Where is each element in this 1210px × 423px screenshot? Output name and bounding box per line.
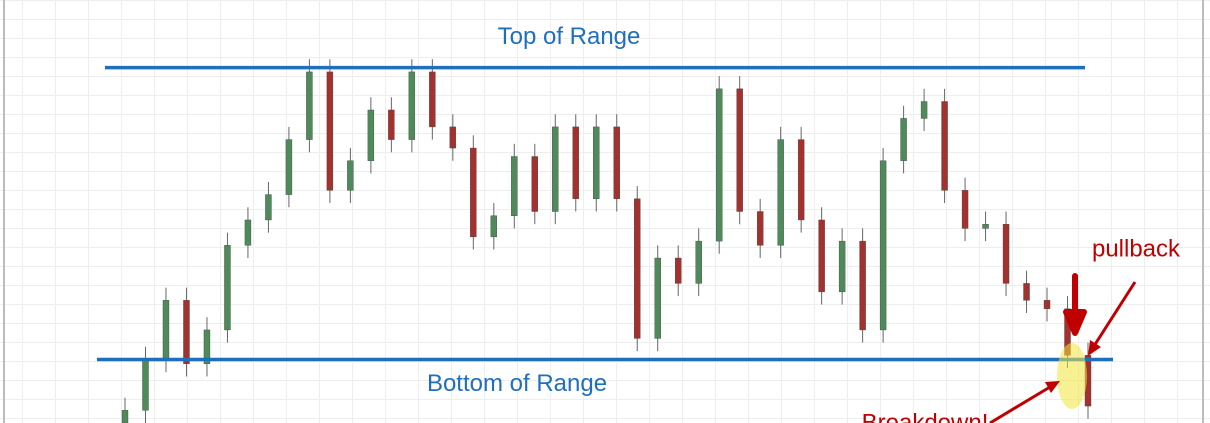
candle-body: [900, 118, 907, 161]
candle-body: [572, 126, 579, 200]
candle-body: [736, 88, 743, 212]
candle-body: [162, 300, 170, 360]
candle-body: [183, 300, 190, 364]
candle-body: [285, 139, 293, 195]
candle-body: [347, 160, 354, 191]
candle-body: [470, 147, 477, 238]
candle-body: [1023, 283, 1030, 301]
candle-body: [306, 71, 313, 140]
highlight: [1057, 343, 1087, 409]
candle-body: [265, 194, 272, 221]
candle-body: [552, 126, 559, 212]
candle-body: [367, 109, 375, 161]
candle-body: [224, 245, 231, 331]
candle-body: [531, 156, 538, 212]
candle-body: [838, 240, 846, 293]
range-label: Top of Range: [498, 23, 641, 50]
candle-body: [859, 240, 866, 331]
arrow-breakdown: [989, 385, 1051, 423]
candle-body: [388, 109, 395, 140]
annotation: pullback: [1092, 235, 1181, 262]
candle-body: [961, 190, 969, 229]
candle-body: [142, 359, 149, 411]
candle-body: [675, 257, 682, 284]
candle-body: [879, 160, 887, 331]
arrowhead: [1045, 381, 1060, 393]
arrowhead: [1088, 340, 1101, 356]
annotation: Breakdown!: [862, 409, 989, 423]
candle-body: [1002, 223, 1010, 284]
candle-body: [408, 71, 416, 140]
candle-body: [634, 198, 641, 339]
candle-body: [982, 223, 989, 229]
candle-body: [1043, 300, 1051, 309]
candle-body: [715, 88, 723, 242]
candle-body: [593, 126, 600, 200]
candle-body: [121, 410, 129, 423]
candle-body: [695, 240, 702, 284]
candle-body: [654, 257, 661, 339]
candle-body: [429, 71, 436, 128]
candle-body: [941, 101, 948, 191]
arrow-down: [1063, 273, 1087, 336]
candle-body: [511, 156, 518, 216]
candle-body: [756, 211, 764, 246]
candle-body: [490, 215, 498, 238]
candle-body: [818, 219, 825, 293]
candle-body: [920, 101, 928, 119]
candle-body: [777, 139, 784, 246]
candle-body: [203, 329, 211, 364]
candle-body: [449, 126, 457, 149]
arrow-pullback: [1092, 281, 1137, 347]
candle-body: [797, 139, 805, 221]
candle-body: [613, 126, 620, 200]
range-label: Bottom of Range: [427, 370, 607, 397]
candle-body: [244, 219, 252, 246]
candle-body: [326, 71, 334, 191]
